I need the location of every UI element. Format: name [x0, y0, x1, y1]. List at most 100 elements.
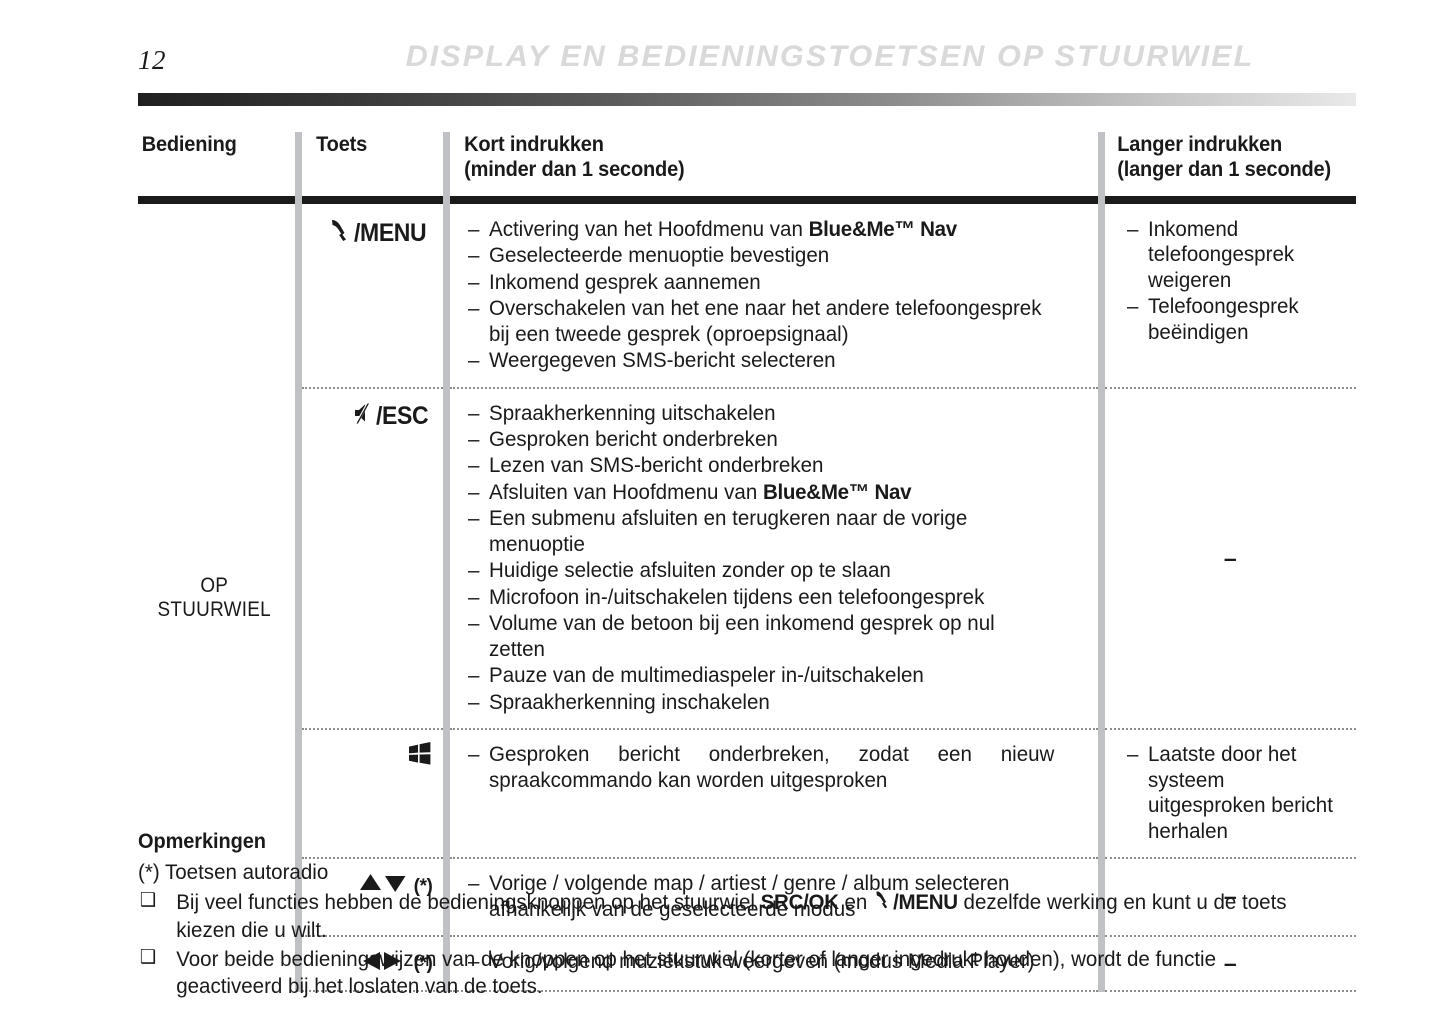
list-item: Gesproken bericht onderbreken, zodat een…	[468, 742, 1054, 793]
list-item-text: Activering van het Hoofdmenu van	[488, 216, 809, 241]
key-leftright-label: (*)	[413, 953, 433, 975]
list-item-text: Microfoon in-/uitschakelen tijdens een t…	[488, 584, 984, 609]
notes-title: Opmerkingen	[138, 829, 266, 853]
list-item-text: Spraakherkenning inschakelen	[488, 689, 770, 714]
table-header: Bediening Toets Kort indrukken (minder d…	[138, 132, 1356, 205]
bullet-icon: ❑	[139, 947, 157, 969]
list-item-text: Huidige selectie afsluiten zonder op te …	[488, 558, 891, 583]
page-number: 12	[138, 45, 166, 75]
note-key-menu: /MENU	[873, 890, 958, 914]
list-item: Overschakelen van het ene naar het ander…	[468, 296, 1054, 347]
column-header-kort-sub: (minder dan 1 seconde)	[464, 157, 685, 182]
key-esc: /ESC	[352, 401, 433, 432]
list-item: Spraakherkenning uitschakelen	[468, 400, 1054, 427]
list-item: Vorige / volgende map / artiest / genre …	[468, 871, 1054, 922]
key-cell-leftright: (*)	[298, 934, 450, 992]
list-item-text: Volume van de betoon bij een inkomend ge…	[488, 611, 995, 661]
list-item-text: Pauze van de multimediaspeler in-/uitsch…	[488, 663, 924, 688]
list-item: Inkomend telefoongesprek weigeren	[1127, 217, 1337, 293]
list-item-text: Gesproken bericht onderbreken, zodat een…	[488, 742, 1054, 792]
list-item-text: Gesproken bericht onderbreken	[488, 427, 778, 451]
key-windows	[407, 742, 433, 773]
table-row: Gesproken bericht onderbreken, zodat een…	[138, 728, 1356, 859]
speaker-mute-icon	[352, 401, 376, 432]
short-press-cell-menu: Activering van het Hoofdmenu van Blue&Me…	[446, 204, 1105, 388]
short-press-list-updown: Vorige / volgende map / artiest / genre …	[468, 871, 1082, 922]
note-asterisk: (*) Toetsen autoradio	[138, 860, 329, 885]
note-text-part3: dezelfde werking en kunt u de toets kiez…	[176, 889, 1287, 942]
column-header-toets: Toets	[298, 132, 439, 205]
header-gradient-rule	[138, 93, 1356, 106]
key-cell-updown: (*)	[298, 857, 450, 936]
page-header: 12 DISPLAY EN BEDIENINGSTOETSEN OP STUUR…	[0, 0, 1445, 112]
column-header-kort-indrukken: Kort indrukken (minder dan 1 seconde)	[446, 132, 1059, 205]
column-header-kort-label: Kort indrukken	[464, 132, 604, 156]
list-item-bold: Blue&Me™ Nav	[808, 216, 957, 241]
column-header-langer-sub: (langer dan 1 seconde)	[1117, 157, 1331, 182]
long-press-cell-menu: Inkomend telefoongesprek weigeren Telefo…	[1101, 204, 1356, 388]
up-down-arrows-icon	[357, 871, 409, 902]
key-menu-label: /MENU	[353, 218, 427, 247]
key-updown: (*)	[357, 871, 433, 902]
list-item: Spraakherkenning inschakelen	[468, 689, 1054, 716]
list-item-text: Overschakelen van het ene naar het ander…	[488, 296, 1041, 346]
page-title: DISPLAY EN BEDIENINGSTOETSEN OP STUURWIE…	[405, 40, 1255, 73]
key-cell-esc: /ESC	[298, 386, 450, 730]
table-row: OP STUURWIEL /MENU Activering van het Ho…	[138, 204, 1356, 991]
list-item: Laatste door het systeem uitgesproken be…	[1127, 742, 1337, 844]
note-text-part1: Bij veel functies hebben de bedieningskn…	[176, 889, 761, 914]
short-press-list-esc: Spraakherkenning uitschakelen Gesproken …	[468, 401, 1082, 716]
key-menu: /MENU	[328, 217, 433, 250]
list-item-text: Lezen van SMS-bericht onderbreken	[488, 453, 823, 478]
list-item-bold: Blue&Me™ Nav	[762, 479, 911, 504]
list-item-text: Spraakherkenning uitschakelen	[488, 400, 776, 425]
list-item: Een submenu afsluiten en terugkeren naar…	[468, 506, 1054, 557]
key-cell-windows	[298, 728, 450, 859]
list-item-text: Laatste door het systeem uitgesproken be…	[1147, 742, 1333, 843]
list-item-text: Geselecteerde menuoptie bevestigen	[488, 243, 829, 268]
long-press-cell-updown: –	[1101, 857, 1356, 936]
list-item: Gesproken bericht onderbreken	[468, 427, 1054, 453]
table-body: OP STUURWIEL /MENU Activering van het Ho…	[138, 204, 1356, 992]
note-text-part1: Voor beide bedieningswijzen van de knopp…	[176, 947, 1217, 998]
list-item: Pauze van de multimediaspeler in-/uitsch…	[468, 663, 1054, 689]
list-item-text: Inkomend telefoongesprek weigeren	[1147, 216, 1294, 292]
list-item: Afsluiten van Hoofdmenu van Blue&Me™ Nav	[468, 479, 1054, 506]
short-press-cell-esc: Spraakherkenning uitschakelen Gesproken …	[446, 386, 1105, 730]
note-bullet-1: ❑ Bij veel functies hebben de bedieningsk…	[138, 889, 1313, 943]
long-press-list-windows: Laatste door het systeem uitgesproken be…	[1127, 742, 1347, 844]
spec-table: Bediening Toets Kort indrukken (minder d…	[138, 132, 1356, 992]
short-press-cell-updown: Vorige / volgende map / artiest / genre …	[446, 857, 1105, 936]
list-item-text: Afsluiten van Hoofdmenu van	[488, 479, 763, 504]
list-item: Huidige selectie afsluiten zonder op te …	[468, 558, 1054, 584]
list-item: Weergegeven SMS-bericht selecteren	[468, 348, 1054, 374]
list-item: Lezen van SMS-bericht onderbreken	[468, 453, 1054, 479]
short-press-cell-windows: Gesproken bericht onderbreken, zodat een…	[446, 728, 1105, 859]
table-row: (*) Vorige / volgende map / artiest / ge…	[138, 857, 1356, 936]
long-press-cell-leftright: –	[1101, 934, 1356, 992]
table-row: (*) Vorig/volgend muziekstuk weergeven (…	[138, 934, 1356, 992]
list-item-text: Een submenu afsluiten en terugkeren naar…	[488, 506, 967, 556]
key-updown-label: (*)	[413, 875, 433, 897]
note-text-part2: en	[838, 889, 874, 914]
left-right-arrows-icon	[359, 949, 409, 980]
long-press-cell-esc: –	[1101, 386, 1356, 730]
short-press-cell-leftright: Vorig/volgend muziekstuk weergeven (modu…	[446, 934, 1105, 992]
key-esc-label: /ESC	[375, 401, 429, 430]
list-item: Inkomend gesprek aannemen	[468, 270, 1054, 296]
list-item: Volume van de betoon bij een inkomend ge…	[468, 611, 1054, 662]
list-item: Vorig/volgend muziekstuk weergeven (modu…	[468, 949, 1054, 975]
list-item: Microfoon in-/uitschakelen tijdens een t…	[468, 584, 1054, 611]
short-press-list-leftright: Vorig/volgend muziekstuk weergeven (modu…	[468, 949, 1082, 975]
notes-section: Opmerkingen (*) Toetsen autoradio ❑ Bij v…	[138, 828, 1368, 1002]
bullet-icon: ❑	[139, 889, 157, 911]
spec-table-wrapper: Bediening Toets Kort indrukken (minder d…	[138, 132, 1356, 992]
phone-handset-icon	[328, 217, 354, 250]
table-row: /ESC Spraakherkenning uitschakelen Gespr…	[138, 386, 1356, 730]
list-item-text: Weergegeven SMS-bericht selecteren	[488, 348, 836, 373]
list-item: Geselecteerde menuoptie bevestigen	[468, 243, 1054, 269]
note-bullet-2: ❑ Voor beide bedieningswijzen van de knop…	[138, 946, 1313, 999]
key-leftright: (*)	[359, 949, 433, 980]
column-header-toets-label: Toets	[316, 132, 368, 156]
list-item: Telefoongesprek beëindigen	[1127, 294, 1337, 345]
